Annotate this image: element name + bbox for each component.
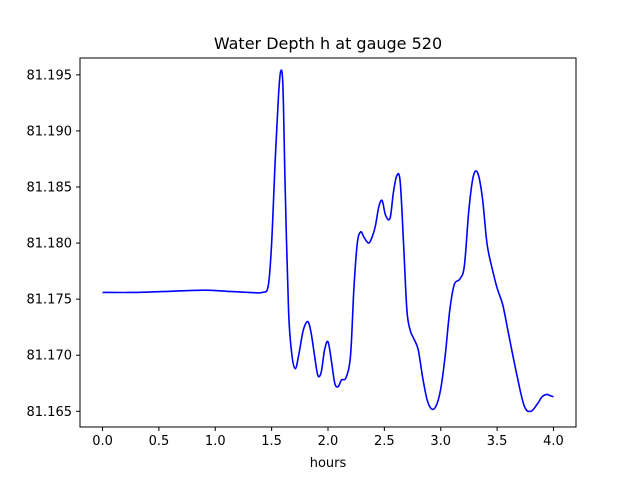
- x-tick-label: 4.0: [543, 434, 564, 449]
- x-tick-label: 3.5: [487, 434, 508, 449]
- x-tick-label: 1.5: [261, 434, 282, 449]
- axes-ticks: 0.0 0.5 1.0 1.5 2.0 2.5 3.0 3.5 4.0 81.165 81.170 8…: [27, 68, 564, 449]
- y-tick-label: 81.170: [27, 349, 73, 364]
- y-tick-label: 81.180: [27, 237, 73, 252]
- y-tick-label: 81.175: [27, 293, 73, 308]
- y-tick-label: 81.185: [27, 180, 73, 195]
- x-tick-label: 1.0: [205, 434, 226, 449]
- y-tick-label: 81.190: [27, 124, 73, 139]
- x-tick-label: 0.0: [92, 434, 113, 449]
- axes-frame: [79, 57, 577, 428]
- chart-title: Water Depth h at gauge 520: [214, 34, 442, 53]
- x-axis-label: hours: [310, 456, 347, 471]
- x-tick-label: 0.5: [149, 434, 170, 449]
- series-line: [102, 69, 554, 413]
- x-tick-label: 3.0: [430, 434, 451, 449]
- x-tick-label: 2.0: [318, 434, 339, 449]
- y-tick-label: 81.165: [27, 405, 73, 420]
- y-tick-label: 81.195: [27, 68, 73, 83]
- x-tick-label: 2.5: [374, 434, 395, 449]
